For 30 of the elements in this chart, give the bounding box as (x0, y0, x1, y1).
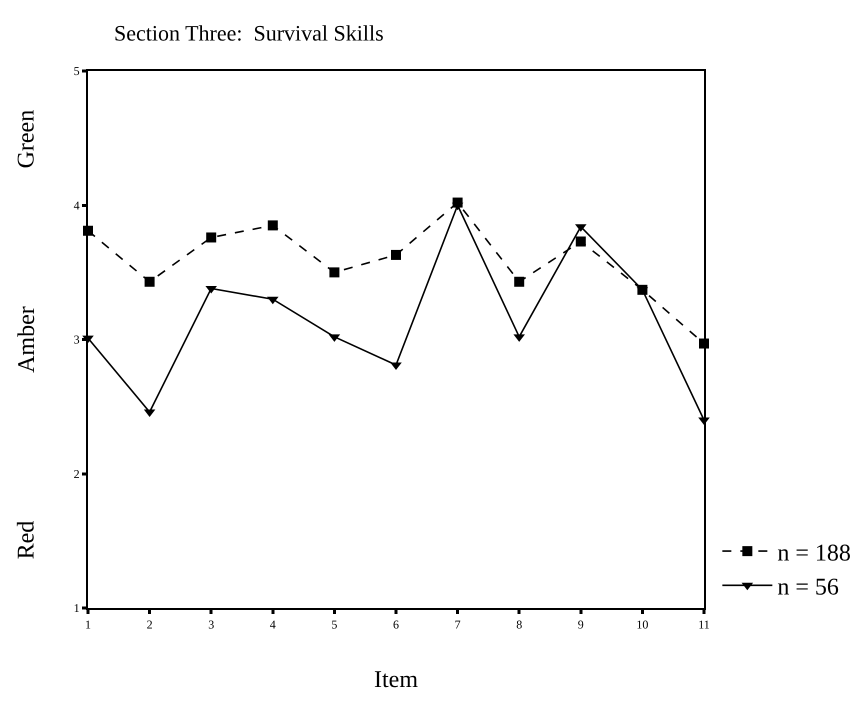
point (206, 232, 216, 242)
point (268, 220, 278, 230)
x-tick-label: 1 (85, 617, 91, 632)
y-tick-label: 2 (74, 466, 80, 481)
x-tick-label: 10 (636, 617, 648, 632)
x-tick-label: 4 (270, 617, 276, 632)
x-tick-label: 6 (393, 617, 399, 632)
x-tick-label: 9 (578, 617, 584, 632)
y-tick-label: 1 (74, 601, 80, 616)
text: Amber (14, 306, 40, 373)
x-tick-label: 3 (208, 617, 214, 632)
legend-label: n = 188 (777, 540, 851, 566)
x-tick-label: 2 (146, 617, 153, 632)
y-tick-label: 3 (74, 332, 80, 347)
y-tick-label: 4 (74, 198, 80, 212)
point (514, 276, 524, 287)
x-tick-label: 7 (454, 617, 461, 632)
text: Red (13, 520, 40, 560)
chart-title: Section Three: Survival Skills (114, 20, 384, 46)
y-tick-label: 5 (74, 64, 80, 78)
point (576, 236, 586, 246)
text: Green (13, 110, 40, 168)
point (391, 250, 401, 260)
legend-label: n = 56 (777, 574, 839, 601)
x-tick-label: 5 (331, 617, 338, 632)
x-tick-label: 11 (698, 617, 710, 632)
x-tick-label: 8 (516, 617, 522, 632)
point (329, 267, 340, 278)
x-axis-title: Item (374, 667, 418, 694)
point (144, 276, 155, 287)
